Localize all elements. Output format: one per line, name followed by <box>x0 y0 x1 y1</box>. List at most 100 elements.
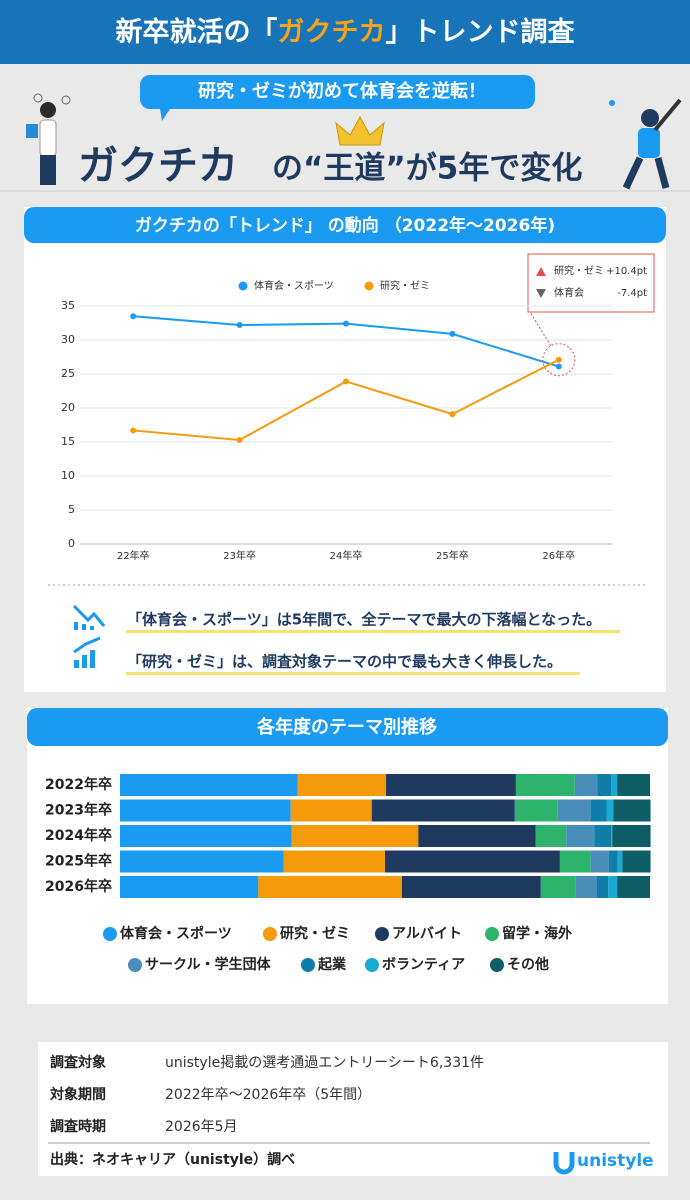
bar-segment <box>540 876 576 898</box>
x-tick-label: 22年卒 <box>117 549 150 562</box>
bar-segment <box>597 774 612 796</box>
y-tick-label: 0 <box>68 537 75 550</box>
y-tick-label: 25 <box>61 367 75 380</box>
y-tick-label: 30 <box>61 333 75 346</box>
y-tick-label: 2023年卒 <box>45 802 112 819</box>
y-tick-label: 15 <box>61 435 75 448</box>
legend-swatch <box>485 927 499 941</box>
header-title: 新卒就活の「ガクチカ」トレンド調査 <box>116 16 575 48</box>
bar-segment <box>617 876 650 898</box>
y-tick-label: 5 <box>68 503 75 516</box>
legend-swatch <box>128 958 142 972</box>
point <box>130 427 137 434</box>
crown <box>335 115 385 146</box>
bar-segment <box>385 850 560 873</box>
legend-label: アルバイト <box>392 926 462 942</box>
headline-sub: の“王道”が5年で変化 <box>272 151 582 187</box>
survey-value: 2022年卒〜2026年卒（5年間） <box>165 1087 371 1103</box>
chart-title: ガクチカの「トレンド」 の動向 （2022年〜2026年) <box>135 215 555 236</box>
bar-segment <box>613 799 651 822</box>
y-tick-label: 10 <box>61 469 75 482</box>
bar-segment <box>622 850 651 873</box>
source: 出典：ネオキャリア（unistyle）調べ <box>50 1151 295 1168</box>
logo-icon <box>553 1152 575 1175</box>
point <box>449 330 456 337</box>
survey-value: unistyle掲載の選考通過エントリーシート6,331件 <box>165 1055 484 1071</box>
y-tick-label: 20 <box>61 401 75 414</box>
title-part: ガクチカ <box>278 17 386 48</box>
legend-swatch <box>365 958 379 972</box>
bar-segment <box>590 850 609 873</box>
legend-swatch <box>375 927 389 941</box>
survey-label: 調査対象 <box>50 1054 106 1071</box>
bar-segment <box>611 774 618 796</box>
bar-segment <box>120 876 259 898</box>
y-tick-label: 2025年卒 <box>45 853 112 870</box>
point <box>236 322 243 329</box>
annotation-label: 研究・ゼミ <box>554 264 604 277</box>
point <box>130 313 137 320</box>
legend-label: サークル・学生団体 <box>145 956 272 973</box>
bubble-text: 研究・ゼミが初めて体育会を逆転！ <box>198 80 486 102</box>
headline: ガクチカ <box>78 143 238 189</box>
bar-segment <box>612 825 651 847</box>
legend-label: 体育会・スポーツ <box>120 925 232 942</box>
annotation-value: +10.4pt <box>606 266 647 277</box>
bar-segment <box>418 825 536 847</box>
highlight-underline <box>126 672 580 675</box>
bar-segment <box>258 876 402 898</box>
legend-swatch <box>238 281 248 291</box>
bar-segment <box>120 825 292 847</box>
card-header <box>24 207 666 243</box>
legend-swatch <box>263 927 277 941</box>
bar-segment <box>597 876 609 898</box>
annotation-box <box>527 253 655 313</box>
x-tick-label: 25年卒 <box>436 549 469 562</box>
person-icon <box>26 93 71 185</box>
insight: 「体育会・スポーツ」は5年間で、全テーマで最大の下落幅となった。 <box>127 611 601 629</box>
bar-segment <box>594 825 612 847</box>
annotation-arrow <box>536 267 546 276</box>
survey-label: 調査時期 <box>50 1118 106 1135</box>
bar-segment <box>535 825 567 847</box>
annotation-value: -7.4pt <box>617 288 647 299</box>
annotation-arrow <box>536 289 546 298</box>
title-part: 新卒就活の「 <box>116 16 278 48</box>
x-tick-label: 23年卒 <box>223 549 256 562</box>
bar-segment <box>617 850 623 873</box>
bar-segment <box>290 799 372 822</box>
x-tick-label: 26年卒 <box>542 549 575 562</box>
survey-label: 対象期間 <box>49 1086 106 1103</box>
legend-swatch <box>490 958 504 972</box>
y-tick-label: 2022年卒 <box>45 776 112 793</box>
logo-text: unistyle <box>577 1151 654 1171</box>
baseball-player-icon <box>609 98 682 190</box>
header-band <box>0 0 690 64</box>
speech-bubble <box>140 75 535 121</box>
bar-segment <box>515 774 575 796</box>
bar-segment <box>120 774 298 796</box>
annotation-leader <box>529 311 552 346</box>
point <box>236 436 243 443</box>
bar-segment <box>297 774 387 796</box>
legend-label: 研究・ゼミ <box>380 279 430 292</box>
up-trend-icon <box>73 636 101 668</box>
bar-segment <box>283 850 385 873</box>
bar-segment <box>566 825 595 847</box>
survey-value: 2026年5月 <box>165 1119 238 1135</box>
bar-segment <box>557 799 591 822</box>
chart-title: 各年度のテーマ別推移 <box>256 716 437 738</box>
bar-segment <box>617 774 650 796</box>
bar-segment <box>590 799 607 822</box>
legend-label: 起業 <box>317 956 347 973</box>
point <box>343 320 349 327</box>
highlight-circle <box>542 343 576 377</box>
down-trend-icon <box>72 604 106 630</box>
y-tick-label: 2024年卒 <box>45 827 112 844</box>
point <box>555 363 562 370</box>
point <box>343 378 349 385</box>
bar-segment <box>606 799 614 822</box>
legend-label: 留学・海外 <box>502 925 572 942</box>
